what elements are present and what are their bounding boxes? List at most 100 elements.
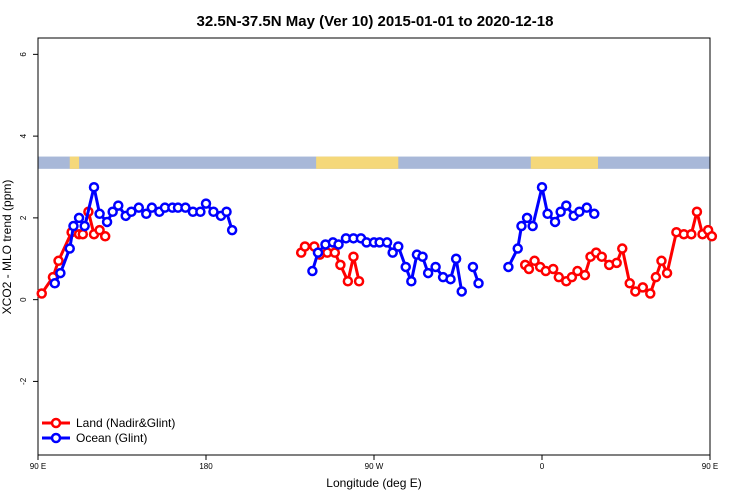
data-point — [146, 202, 158, 213]
data-point — [706, 231, 718, 242]
data-point — [523, 263, 535, 275]
data-point — [312, 247, 324, 258]
data-point — [430, 261, 441, 273]
data-point — [299, 241, 311, 252]
data-point — [387, 247, 398, 258]
x-tick-label: 180 — [199, 462, 213, 471]
data-point — [79, 220, 90, 232]
legend-marker — [50, 417, 62, 429]
x-tick-label: 0 — [540, 462, 545, 471]
data-point — [553, 271, 565, 283]
data-point — [574, 206, 585, 217]
data-point — [572, 265, 583, 277]
data-point — [445, 273, 456, 285]
data-point — [656, 255, 667, 267]
data-point — [226, 224, 238, 236]
data-point — [208, 206, 219, 217]
legend-label: Ocean (Glint) — [76, 431, 147, 445]
legend-label: Land (Nadir&Glint) — [76, 416, 175, 430]
data-point — [686, 228, 697, 240]
data-point — [624, 278, 635, 289]
data-point — [55, 267, 66, 279]
data-point — [512, 243, 523, 254]
data-point — [99, 231, 111, 242]
data-point — [353, 276, 365, 287]
axis-ticks: 90 E 180 90 W 0 90 E -2 0 2 4 6 — [19, 52, 718, 471]
data-point — [221, 206, 232, 217]
data-point — [200, 198, 212, 209]
data-point — [661, 267, 673, 279]
map-strip-land — [316, 156, 399, 169]
data-point — [77, 228, 89, 240]
data-point — [549, 216, 561, 228]
y-tick-label: 6 — [19, 52, 28, 57]
data-point — [406, 276, 417, 287]
data-point — [113, 200, 124, 211]
data-point — [333, 239, 344, 250]
data-point — [36, 288, 47, 299]
data-point — [94, 208, 105, 220]
data-point — [49, 278, 61, 289]
y-tick-label: 2 — [19, 215, 28, 220]
series-ocean — [49, 181, 600, 297]
data-point — [335, 259, 346, 271]
data-point — [473, 278, 484, 289]
data-point — [73, 212, 85, 224]
data-point — [630, 286, 641, 297]
data-point — [611, 257, 622, 269]
x-axis-label: Longitude (deg E) — [326, 476, 421, 490]
data-point — [581, 202, 593, 213]
data-point — [691, 206, 703, 217]
data-point — [503, 261, 514, 273]
data-point — [381, 237, 393, 248]
y-tick-label: -2 — [19, 377, 28, 385]
map-strip-land — [69, 156, 80, 169]
data-point — [521, 212, 533, 224]
data-point — [348, 251, 359, 262]
data-point — [64, 243, 75, 254]
legend: Land (Nadir&Glint)Ocean (Glint) — [42, 416, 175, 445]
data-point — [195, 206, 206, 217]
data-point — [342, 276, 354, 287]
data-point — [542, 208, 553, 220]
map-strip — [38, 156, 710, 169]
y-axis-label: XCO2 - MLO trend (ppm) — [0, 180, 14, 315]
data-point — [589, 208, 600, 220]
data-point — [650, 271, 662, 283]
data-point — [393, 241, 404, 252]
data-point — [133, 202, 145, 213]
data-point — [547, 263, 559, 275]
data-point — [645, 288, 656, 299]
data-point — [527, 220, 538, 232]
data-point — [53, 255, 64, 267]
data-point — [180, 202, 191, 213]
data-point — [450, 253, 462, 265]
data-point — [561, 200, 572, 211]
data-point — [101, 216, 113, 228]
data-point — [637, 282, 649, 293]
series-land — [36, 206, 718, 299]
data-point — [456, 286, 467, 297]
data-point — [422, 267, 434, 279]
data-point — [400, 261, 411, 273]
map-strip-land — [530, 156, 598, 169]
data-point — [126, 206, 137, 217]
data-point — [94, 224, 105, 236]
x-tick-label: 90 E — [30, 462, 46, 471]
data-point — [536, 181, 548, 193]
data-point — [617, 243, 628, 254]
y-tick-label: 4 — [19, 133, 28, 138]
legend-marker — [50, 432, 62, 444]
x-tick-label: 90 W — [365, 462, 384, 471]
data-point — [555, 206, 566, 217]
data-point — [516, 220, 527, 232]
data-point — [467, 261, 479, 273]
data-point — [529, 255, 540, 267]
data-point — [566, 271, 578, 283]
data-point — [417, 251, 428, 262]
chart-title: 32.5N-37.5N May (Ver 10) 2015-01-01 to 2… — [197, 13, 554, 30]
x-tick-label: 90 E — [702, 462, 718, 471]
data-point — [141, 208, 152, 220]
y-tick-label: 0 — [19, 297, 28, 302]
series-layer — [36, 181, 718, 299]
